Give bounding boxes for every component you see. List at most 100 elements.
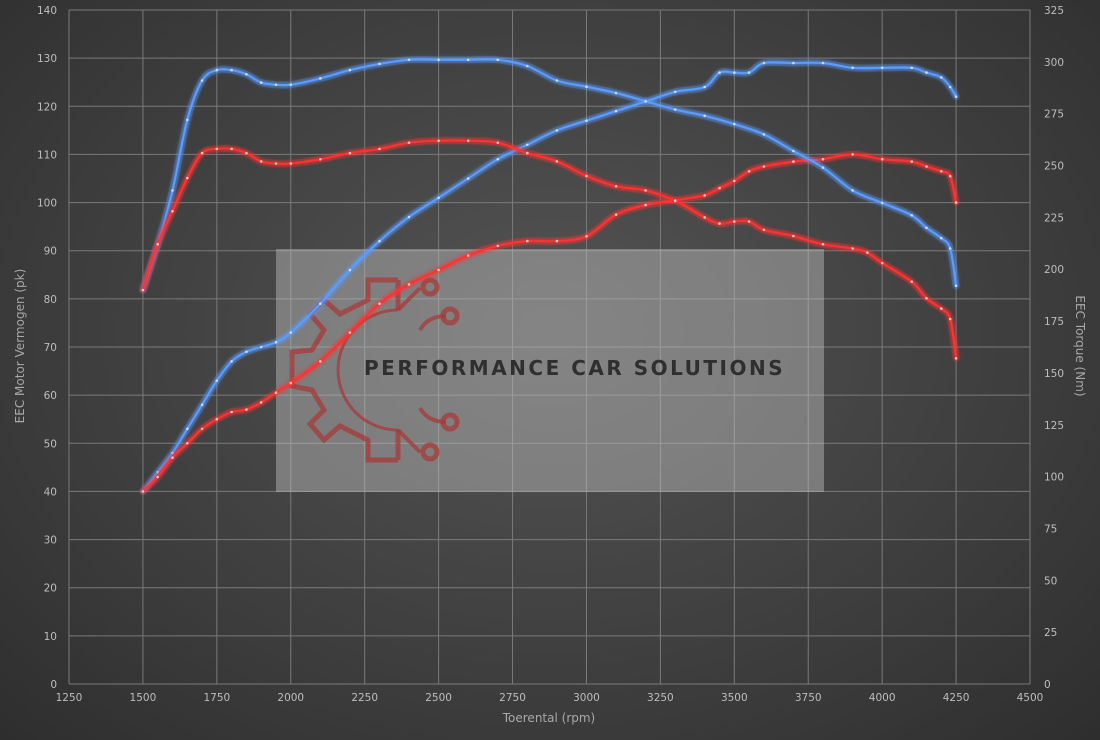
series-point — [851, 189, 854, 192]
series-point — [673, 199, 677, 203]
series-point — [348, 68, 352, 72]
left-axis-title: EEC Motor Vermogen (pk) — [13, 269, 27, 424]
series-point — [171, 456, 174, 460]
series-point — [378, 147, 381, 151]
series-point — [954, 357, 958, 360]
series-point — [200, 403, 204, 407]
series-point — [555, 160, 559, 163]
series-point — [230, 147, 233, 151]
series-point — [215, 147, 219, 151]
series-point — [851, 153, 854, 156]
series-point — [437, 139, 440, 142]
series-point — [259, 345, 263, 349]
torque-red-series — [139, 136, 960, 362]
right-tick-label: 25 — [1044, 627, 1057, 639]
left-tick-label: 70 — [44, 342, 57, 354]
series-point — [821, 166, 825, 169]
series-point — [245, 151, 248, 155]
series-point — [821, 243, 825, 246]
series-point — [792, 160, 795, 163]
x-tick-label: 2250 — [351, 692, 378, 704]
series-point — [940, 307, 943, 310]
power-red-series — [139, 150, 960, 495]
series-point — [718, 186, 721, 190]
series-point — [718, 71, 721, 74]
series-point — [733, 71, 736, 74]
series-point — [792, 149, 795, 153]
series-point — [948, 317, 952, 321]
series-point — [673, 90, 677, 94]
series-point — [614, 91, 618, 95]
series-point — [156, 243, 159, 246]
series-point — [289, 162, 293, 165]
series-point — [792, 234, 795, 238]
series-point — [526, 143, 529, 147]
series-point — [585, 235, 588, 238]
series-point — [762, 61, 766, 65]
series-point — [200, 151, 204, 155]
series-point — [555, 79, 559, 82]
series-line — [141, 61, 958, 493]
series-point — [851, 247, 854, 250]
right-tick-label: 75 — [1044, 523, 1057, 535]
series-point — [880, 66, 884, 70]
series-point — [762, 165, 766, 168]
left-tick-label: 80 — [44, 294, 57, 306]
series-point — [585, 174, 588, 178]
series-point — [259, 401, 263, 404]
series-point — [954, 95, 958, 98]
series-point — [407, 141, 411, 144]
series-point — [245, 350, 248, 354]
series-point — [866, 251, 869, 254]
series-point — [259, 160, 263, 163]
series-point — [171, 189, 174, 192]
x-tick-label: 4000 — [869, 692, 896, 704]
x-tick-label: 2500 — [425, 692, 452, 704]
series-line — [141, 58, 958, 292]
right-tick-label: 200 — [1044, 264, 1064, 276]
x-tick-label: 4500 — [1017, 692, 1044, 704]
right-tick-label: 125 — [1044, 420, 1064, 432]
right-tick-label: 175 — [1044, 316, 1064, 328]
series-point — [614, 185, 618, 188]
series-point — [215, 68, 219, 72]
series-point — [762, 228, 766, 232]
series-point — [792, 61, 795, 65]
series-point — [171, 451, 174, 455]
right-axis-ticks: 0 25 50 75 100 125 150 175 200 225 250 275 300 325 — [1044, 5, 1064, 691]
series-point — [407, 58, 411, 62]
right-tick-label: 225 — [1044, 212, 1064, 224]
series-point — [319, 158, 322, 161]
series-point — [230, 360, 233, 363]
series-point — [319, 302, 322, 306]
series-point — [215, 379, 219, 383]
grid — [68, 9, 1031, 685]
series-point — [733, 122, 736, 126]
x-tick-label: 1500 — [130, 692, 157, 704]
series-point — [703, 114, 706, 118]
series-point — [186, 427, 189, 431]
gear-circuit-icon — [289, 277, 460, 463]
right-tick-label: 150 — [1044, 368, 1064, 380]
left-tick-label: 140 — [37, 5, 57, 17]
series-point — [880, 157, 884, 161]
series-point — [245, 73, 248, 76]
series-point — [747, 71, 751, 74]
series-point — [948, 85, 952, 89]
series-point — [215, 417, 219, 421]
series-point — [141, 490, 145, 493]
series-point — [747, 220, 751, 223]
series-point — [407, 215, 411, 219]
x-tick-label: 2000 — [277, 692, 304, 704]
series-point — [466, 177, 470, 180]
series-point — [274, 83, 278, 86]
series-point — [954, 284, 958, 288]
series-point — [526, 64, 529, 68]
series-point — [274, 162, 278, 165]
series-point — [259, 81, 263, 84]
left-tick-label: 40 — [44, 486, 57, 498]
left-tick-label: 120 — [37, 101, 57, 113]
series-point — [910, 160, 913, 163]
